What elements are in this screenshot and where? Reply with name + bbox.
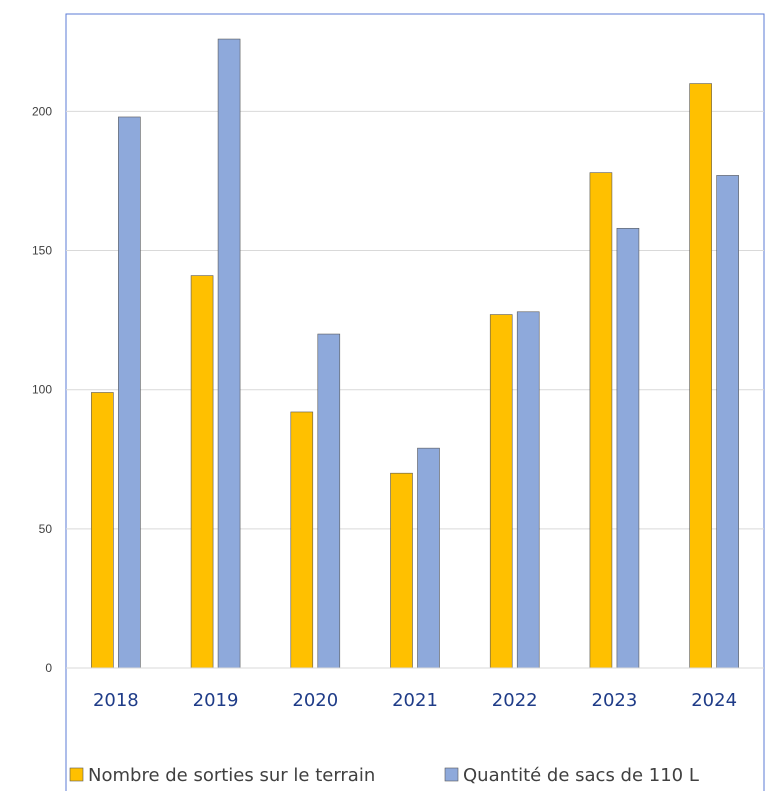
y-axis-ticks: 0 50 100 150 200: [32, 104, 52, 675]
bars: [91, 38, 739, 669]
x-tick-label: 2022: [492, 690, 538, 711]
bar-sacs-2019: [217, 38, 241, 669]
x-tick-label: 2024: [691, 690, 737, 711]
bar-sorties-2022: [489, 314, 513, 669]
bar-sacs-2022: [516, 311, 540, 669]
bar-sorties-2018: [91, 392, 114, 669]
bar-sorties-2024: [689, 83, 712, 669]
bar-sacs-2023: [616, 227, 640, 669]
x-tick-label: 2018: [93, 690, 139, 711]
legend: Nombre de sorties sur le terrain Quantité…: [69, 765, 699, 786]
y-tick-label: 50: [39, 522, 53, 536]
bar-sorties-2020: [290, 411, 314, 669]
bar-sacs-2021: [417, 447, 440, 669]
x-tick-label: 2021: [392, 690, 438, 711]
y-tick-label: 200: [32, 104, 52, 118]
y-tick-label: 100: [32, 383, 52, 397]
bar-sorties-2019: [190, 275, 214, 669]
gridlines: [66, 110, 764, 530]
y-tick-label: 150: [32, 244, 52, 258]
legend-label: Quantité de sacs de 110 L: [463, 765, 699, 786]
legend-swatch: [69, 767, 84, 782]
legend-swatch: [444, 767, 459, 782]
x-tick-label: 2023: [592, 690, 638, 711]
bar-sorties-2021: [390, 472, 413, 669]
bar-sacs-2024: [716, 175, 739, 669]
bar-sorties-2023: [589, 172, 613, 669]
legend-label: Nombre de sorties sur le terrain: [88, 765, 375, 786]
bar-sacs-2018: [118, 116, 141, 669]
x-axis-ticks: 2018 2019 2020 2021 2022 2023 2024: [93, 690, 737, 711]
y-tick-label: 0: [45, 661, 52, 675]
x-tick-label: 2020: [292, 690, 338, 711]
x-tick-label: 2019: [193, 690, 239, 711]
bar-sacs-2020: [317, 333, 341, 669]
plot-frame: [65, 13, 765, 791]
